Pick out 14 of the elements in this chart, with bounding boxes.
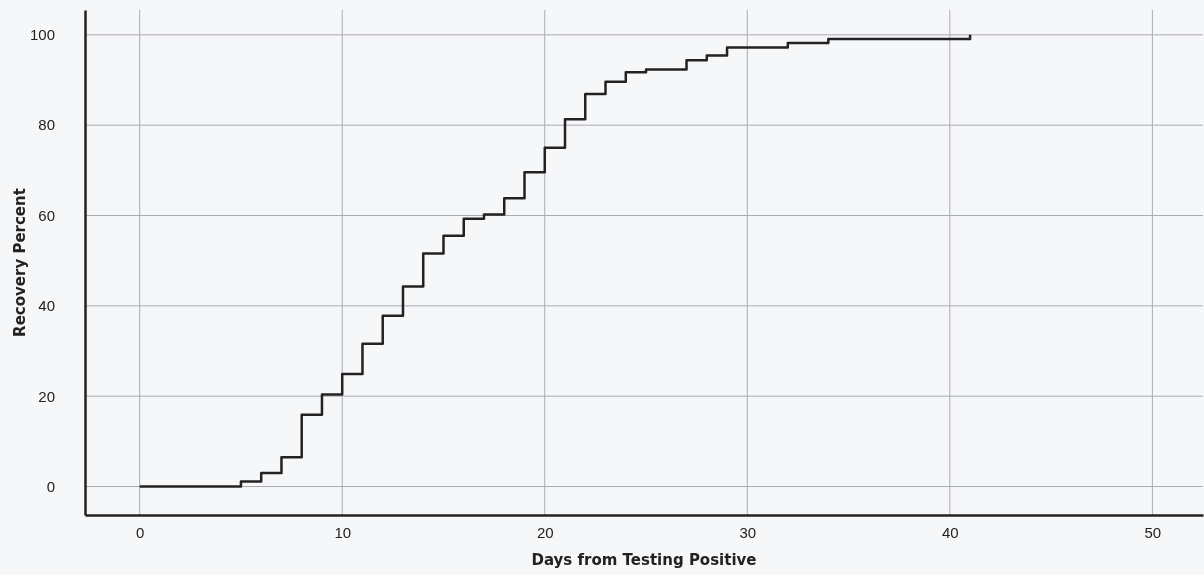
y-tick-label: 80 — [38, 116, 55, 134]
x-axis-title: Days from Testing Positive — [531, 551, 757, 569]
y-tick-label: 40 — [38, 297, 55, 315]
y-tick-label: 60 — [38, 206, 55, 224]
x-tick-label: 20 — [536, 523, 554, 541]
x-tick-label: 40 — [941, 523, 959, 541]
y-tick-label: 0 — [46, 477, 55, 495]
y-tick-label: 20 — [38, 387, 55, 405]
x-tick-label: 50 — [1144, 523, 1162, 541]
y-tick-label: 100 — [29, 26, 55, 44]
y-axis-title: Recovery Percent — [11, 188, 29, 337]
x-tick-label: 0 — [136, 523, 145, 541]
x-tick-label: 30 — [739, 523, 757, 541]
x-tick-label: 10 — [334, 523, 352, 541]
